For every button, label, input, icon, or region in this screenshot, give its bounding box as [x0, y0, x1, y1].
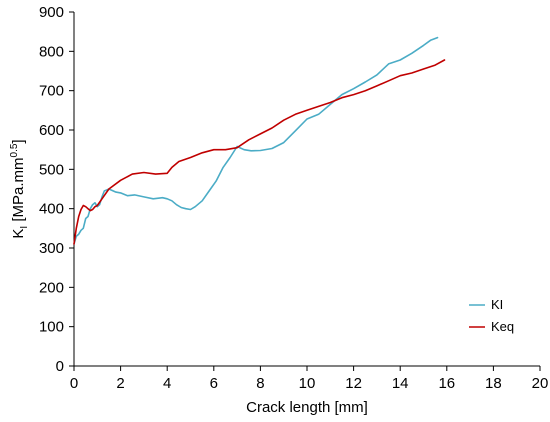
- x-tick-label: 14: [392, 375, 409, 392]
- legend-label-keq: Keq: [491, 319, 514, 334]
- y-tick-label: 300: [39, 240, 64, 257]
- x-tick-label: 16: [438, 375, 455, 392]
- x-tick-label: 0: [70, 375, 78, 392]
- x-tick-label: 4: [163, 375, 171, 392]
- y-tick-label: 800: [39, 43, 64, 60]
- legend-label-ki: KI: [491, 297, 503, 312]
- y-axis-title-end: ]: [10, 139, 27, 143]
- x-tick-label: 8: [256, 375, 264, 392]
- y-axis-title-rest: [MPa.mm: [10, 157, 27, 225]
- x-axis-title: Crack length [mm]: [246, 399, 368, 416]
- x-ticks: 0 2 4 6 8 10 12 14 16 18 20: [70, 366, 549, 392]
- series-line-ki: [73, 36, 439, 245]
- series-line-keq: [73, 59, 446, 245]
- y-tick-label: 0: [56, 358, 64, 375]
- legend: KI Keq: [469, 297, 514, 334]
- y-axis-title-sub: I: [19, 226, 30, 229]
- y-tick-label: 500: [39, 161, 64, 178]
- y-tick-label: 400: [39, 201, 64, 218]
- x-tick-label: 12: [345, 375, 362, 392]
- series-group: [73, 36, 446, 245]
- y-axis-title: KI [MPa.mm0.5]: [9, 139, 30, 238]
- y-axis-title-main: K: [10, 229, 27, 239]
- y-axis-title-sup: 0.5: [9, 143, 20, 157]
- y-ticks: 0 100 200 300 400 500 600 700 800 900: [39, 4, 74, 375]
- y-tick-label: 900: [39, 4, 64, 21]
- x-tick-label: 6: [210, 375, 218, 392]
- y-tick-label: 100: [39, 319, 64, 336]
- x-tick-label: 18: [485, 375, 502, 392]
- x-tick-label: 10: [299, 375, 316, 392]
- y-tick-label: 700: [39, 83, 64, 100]
- y-tick-label: 600: [39, 122, 64, 139]
- x-tick-label: 20: [532, 375, 549, 392]
- x-tick-label: 2: [116, 375, 124, 392]
- y-tick-label: 200: [39, 279, 64, 296]
